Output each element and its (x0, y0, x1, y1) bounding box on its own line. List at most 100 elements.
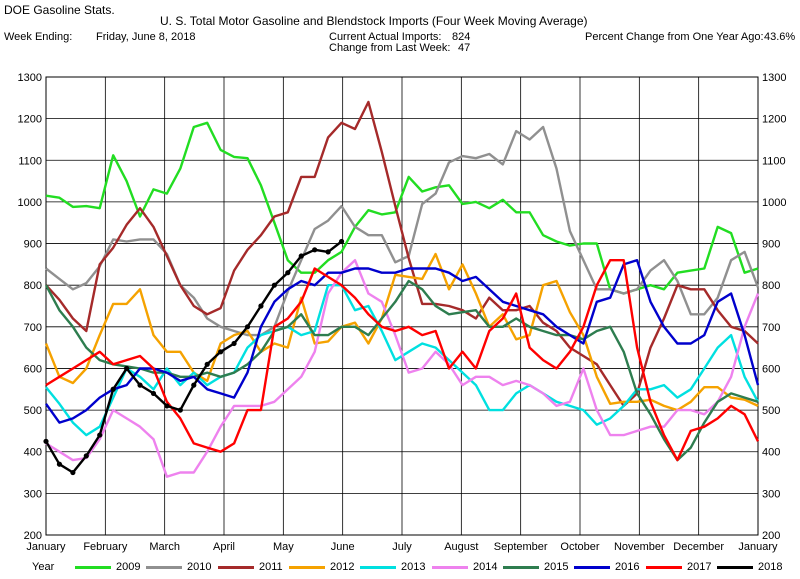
legend-swatch (360, 565, 396, 569)
legend-label: 2018 (758, 561, 783, 573)
week-ending-date: Friday, June 8, 2018 (96, 31, 196, 43)
series-point-2018 (325, 249, 331, 255)
series-point-2018 (43, 438, 49, 444)
y-tick-label-left: 1000 (18, 197, 42, 209)
legend-entry-2014: 2014 (432, 561, 497, 573)
legend-swatch (289, 565, 325, 569)
x-tick-label: July (392, 541, 412, 553)
legend-swatch (218, 565, 254, 569)
series-line-2014 (45, 259, 760, 478)
legend-label: 2010 (187, 561, 212, 573)
legend-label: 2013 (401, 561, 426, 573)
series-point-2018 (312, 247, 318, 253)
series-line-2011 (45, 100, 759, 408)
y-tick-label-right: 1100 (762, 155, 786, 167)
legend-swatch (75, 565, 111, 569)
y-tick-label-left: 500 (24, 405, 42, 417)
legend-entry-2013: 2013 (360, 561, 425, 573)
x-tick-label: February (83, 541, 128, 553)
y-tick-label-right: 1200 (762, 114, 786, 126)
legend-swatch (432, 565, 468, 569)
x-tick-label: June (331, 541, 355, 553)
x-tick-label: October (560, 541, 599, 553)
series-point-2018 (164, 403, 170, 409)
y-tick-label-left: 700 (24, 322, 42, 334)
pct-change-label: Percent Change from One Year Ago: (585, 31, 764, 43)
series-point-2018 (231, 340, 237, 347)
series-point-2018 (70, 469, 76, 476)
current-imports-value: 824 (452, 31, 471, 43)
y-tick-label-left: 300 (24, 488, 42, 500)
y-tick-label-right: 900 (762, 239, 780, 251)
series-point-2018 (204, 361, 210, 367)
legend-entry-2015: 2015 (503, 561, 568, 573)
legend-swatch (646, 565, 682, 569)
series-point-2018 (124, 365, 130, 372)
legend-swatch (574, 565, 610, 569)
series-point-2018 (298, 253, 304, 259)
legend-label: 2016 (615, 561, 640, 573)
x-tick-label: September (494, 541, 548, 553)
legend-swatch (717, 565, 753, 569)
series-point-2018 (285, 270, 291, 276)
y-tick-label-right: 800 (762, 280, 780, 292)
y-tick-label-left: 600 (24, 363, 42, 375)
y-tick-label-right: 700 (762, 322, 780, 334)
legend-swatch (503, 565, 539, 569)
legend-label: 2012 (330, 561, 355, 573)
series-point-2018 (137, 382, 143, 388)
legend-entry-2016: 2016 (574, 561, 639, 573)
series-point-2018 (244, 324, 251, 330)
series-point-2018 (97, 432, 103, 438)
y-tick-label-right: 500 (762, 405, 780, 417)
legend-label: 2014 (473, 561, 498, 573)
legend-entry-2018: 2018 (717, 561, 782, 573)
y-tick-label-right: 1300 (762, 72, 786, 84)
x-tick-label: January (738, 541, 778, 553)
y-tick-label-right: 200 (762, 530, 780, 542)
y-tick-label-left: 1200 (18, 114, 42, 126)
series-point-2018 (110, 386, 116, 392)
y-tick-label-left: 1100 (18, 155, 42, 167)
legend-label: 2011 (259, 561, 283, 573)
legend-entry-2011: 2011 (218, 561, 283, 573)
legend-entry-2009: 2009 (75, 561, 140, 573)
change-label: Change from Last Week: (329, 42, 451, 54)
y-tick-label-right: 300 (762, 488, 780, 500)
change-value: 47 (458, 42, 471, 54)
series-line-2012 (44, 252, 759, 412)
x-tick-label: April (213, 541, 235, 553)
series-point-2018 (191, 382, 197, 388)
series-point-2018 (177, 407, 183, 413)
y-tick-label-left: 1300 (18, 72, 42, 84)
y-tick-label-left: 200 (24, 530, 42, 542)
x-tick-label: May (273, 541, 294, 553)
legend-year-label: Year (32, 561, 55, 573)
series-line-2009 (45, 121, 759, 295)
y-tick-label-right: 600 (762, 363, 780, 375)
series-line-2017 (45, 259, 760, 462)
series-line-2016 (45, 259, 760, 424)
y-tick-label-left: 400 (24, 447, 42, 459)
plot-frame (45, 76, 759, 536)
week-ending-label: Week Ending: (4, 31, 73, 43)
x-tick-label: November (614, 541, 665, 553)
legend-label: 2015 (544, 561, 569, 573)
series-point-2018 (218, 349, 224, 355)
y-tick-label-right: 1000 (762, 197, 786, 209)
legend-swatch (146, 565, 182, 569)
legend-entry-2010: 2010 (146, 561, 211, 573)
series-point-2018 (83, 453, 89, 459)
series-point-2018 (271, 282, 277, 288)
chart-title: U. S. Total Motor Gasoline and Blendstoc… (160, 14, 588, 28)
legend-entry-2012: 2012 (289, 561, 354, 573)
pct-change-value: 43.6% (764, 31, 796, 43)
series-point-2018 (150, 390, 157, 397)
series-point-2018 (56, 461, 63, 467)
y-tick-label-right: 400 (762, 447, 780, 459)
x-tick-label: December (673, 541, 724, 553)
series-point-2018 (258, 303, 264, 309)
legend-label: 2017 (687, 561, 712, 573)
y-tick-label-left: 800 (24, 280, 42, 292)
